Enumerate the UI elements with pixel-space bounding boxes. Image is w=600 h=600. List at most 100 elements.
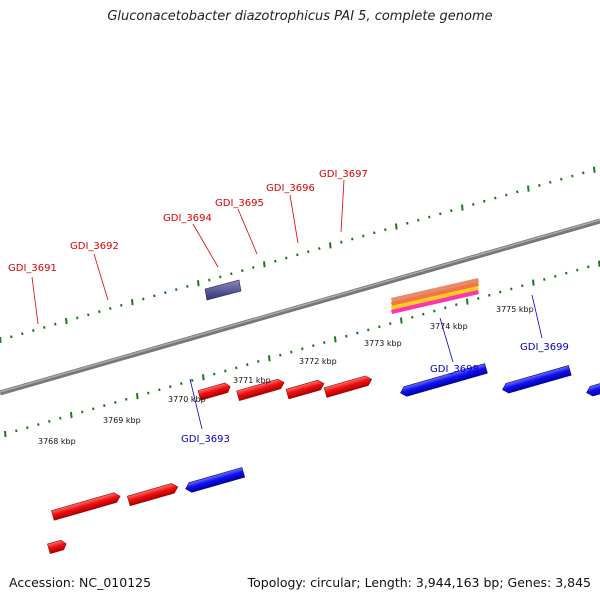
tick-mark <box>48 419 51 423</box>
gene-label-text: GDI_3696 <box>266 183 315 194</box>
tick-mark <box>136 393 139 400</box>
tick-mark <box>142 297 145 301</box>
tick-mark <box>323 341 326 344</box>
tick-mark <box>213 372 216 376</box>
scale-label-3770: 3770 kbp <box>168 395 206 404</box>
tick-mark <box>169 385 172 389</box>
tick-mark <box>312 344 315 348</box>
tick-mark <box>576 268 579 272</box>
genome-backbone <box>0 218 600 396</box>
tick-mark <box>499 290 502 294</box>
scale-label-3769: 3769 kbp <box>103 416 141 425</box>
tick-mark <box>241 269 244 273</box>
tick-mark <box>384 228 387 232</box>
tick-mark <box>400 317 403 324</box>
tick-mark <box>571 174 574 178</box>
gene-arrow-gdi3696 <box>285 379 325 400</box>
tick-mark <box>367 328 370 332</box>
tick-mark <box>197 280 200 287</box>
tick-mark <box>560 177 563 181</box>
tick-mark <box>70 411 73 419</box>
gene-arrow-gdi3692 <box>51 492 121 521</box>
tick-mark <box>422 312 425 316</box>
tick-mark <box>208 278 211 282</box>
tick-mark <box>543 278 546 281</box>
gene-arrow-gdi3699 <box>502 365 572 394</box>
tick-mark <box>444 306 447 310</box>
tick-mark <box>395 223 398 230</box>
tick-mark <box>81 410 84 414</box>
tick-mark <box>406 221 409 225</box>
tick-mark <box>290 350 293 354</box>
gene-label-text: GDI_3694 <box>163 213 212 224</box>
scale-label-3773: 3773 kbp <box>364 339 402 348</box>
tick-mark <box>378 325 381 329</box>
tick-mark <box>252 266 255 269</box>
tick-mark <box>202 374 205 381</box>
tick-mark <box>488 293 491 297</box>
gene-label-text: GDI_3697 <box>319 169 368 180</box>
tick-mark <box>175 288 178 291</box>
tick-mark <box>362 234 365 238</box>
tick-mark <box>494 196 497 200</box>
tick-mark <box>532 279 535 286</box>
gene-label-text: GDI_3692 <box>70 241 119 252</box>
forward-tick-track <box>0 166 596 344</box>
tick-mark <box>329 242 332 249</box>
tick-mark <box>98 310 101 314</box>
gene-label-text: GDI_3693 <box>181 434 230 445</box>
tick-mark <box>318 247 321 250</box>
tick-mark <box>235 366 238 370</box>
tick-mark <box>417 218 420 222</box>
tick-mark <box>411 315 414 319</box>
gene-arrow-gdi3700 <box>586 368 600 397</box>
gene-label-gdi3691: GDI_3691 <box>8 263 57 325</box>
tick-mark <box>340 240 343 244</box>
feature-band-stack <box>391 278 479 314</box>
tick-mark <box>351 237 354 241</box>
tick-mark <box>268 355 271 362</box>
gene-arrow-gdi3693 <box>185 467 246 493</box>
tick-mark <box>59 416 62 420</box>
tick-mark <box>450 209 453 213</box>
gene-arrow-gdi3694 <box>197 382 231 401</box>
gene-label-text: GDI_3695 <box>215 198 264 209</box>
scale-label-3772: 3772 kbp <box>299 357 337 366</box>
tick-mark <box>301 347 304 351</box>
gene-label-gdi3693: GDI_3693 <box>181 378 230 445</box>
tick-mark <box>439 212 442 216</box>
gene-label-gdi3698: GDI_3698 <box>430 317 479 375</box>
tick-mark <box>389 322 392 326</box>
gene-arrow-gdi3698 <box>400 363 488 397</box>
tick-mark <box>455 303 458 307</box>
scale-label-3775: 3775 kbp <box>496 305 534 314</box>
tick-mark <box>114 401 117 404</box>
tick-mark <box>472 202 475 206</box>
gene-label-gdi3697: GDI_3697 <box>319 169 368 233</box>
tick-mark <box>131 299 134 306</box>
tick-mark <box>279 353 282 357</box>
tick-mark <box>483 199 486 203</box>
tick-mark <box>461 204 464 211</box>
tick-mark <box>103 404 106 408</box>
tick-mark <box>37 423 40 426</box>
tick-mark <box>164 291 167 295</box>
tick-mark <box>180 382 183 385</box>
tick-mark <box>21 332 24 336</box>
tick-mark <box>257 360 260 363</box>
tick-mark <box>549 180 552 184</box>
genome-backbone-highlight <box>0 219 600 393</box>
tick-mark <box>246 363 249 367</box>
tick-mark <box>15 429 18 433</box>
tick-mark <box>153 294 156 298</box>
gene-arrow-gdi3691 <box>47 539 67 555</box>
tick-mark <box>120 303 123 307</box>
tick-mark <box>125 397 128 401</box>
gene-label-text: GDI_3699 <box>520 342 569 353</box>
tick-mark <box>274 259 277 263</box>
tick-mark <box>0 336 2 344</box>
genome-summary-text: Topology: circular; Length: 3,944,163 bp… <box>247 575 591 590</box>
tick-mark <box>296 253 299 257</box>
tick-mark <box>109 307 112 310</box>
